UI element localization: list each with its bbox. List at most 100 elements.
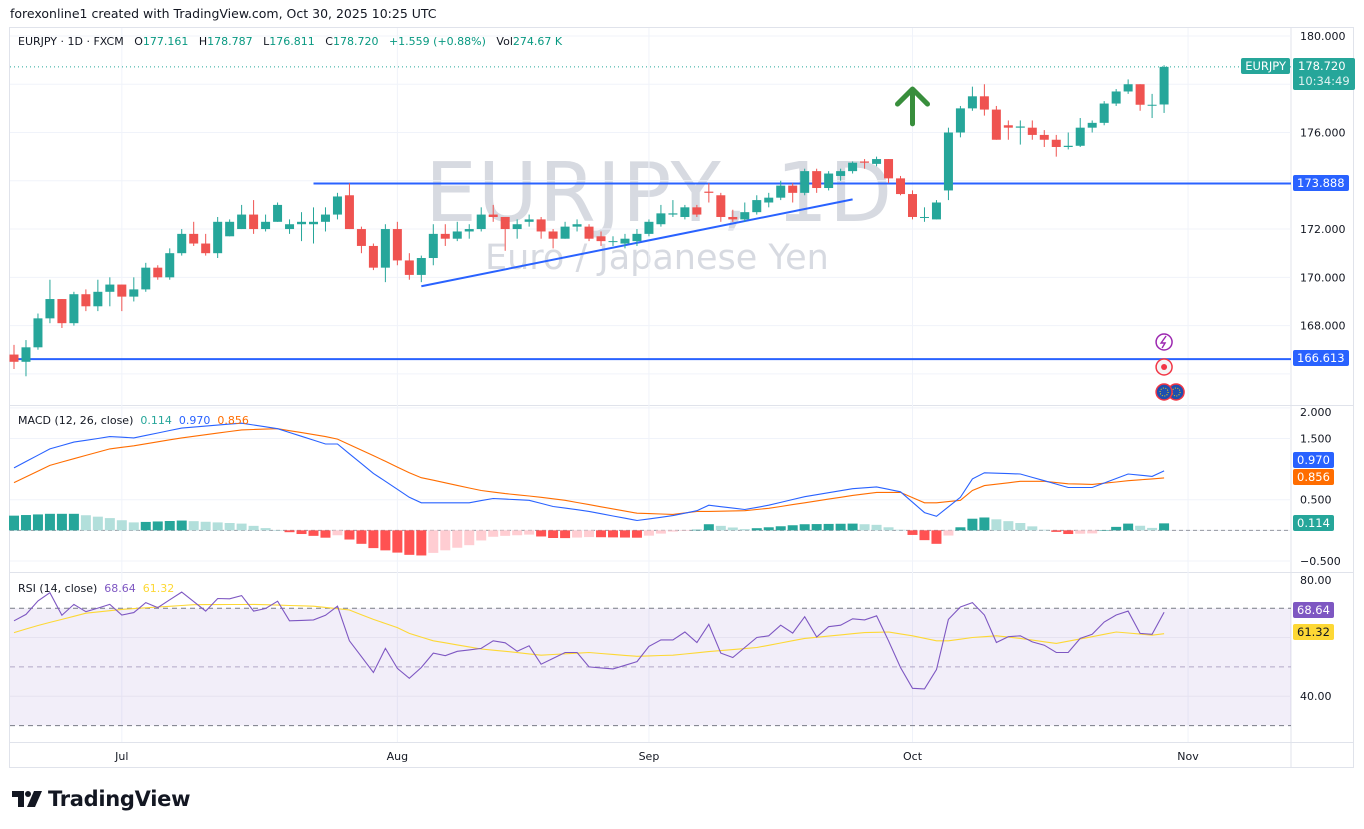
candle-body bbox=[548, 231, 558, 239]
low-value: 176.811 bbox=[269, 35, 315, 48]
eu-flag-icon[interactable] bbox=[1155, 383, 1173, 401]
candle-body bbox=[836, 171, 846, 176]
candle-body bbox=[812, 171, 822, 189]
candle-body bbox=[788, 185, 798, 193]
macd-histogram-bar bbox=[1075, 530, 1086, 534]
symbol-info[interactable]: EURJPY · 1D · FXCM bbox=[18, 35, 124, 48]
macd-histogram-bar bbox=[1003, 521, 1014, 531]
macd-histogram-bar bbox=[572, 530, 583, 538]
rsi-ma-badge: 61.32 bbox=[1293, 624, 1334, 640]
macd-histogram-bar bbox=[224, 522, 235, 531]
rsi-legend[interactable]: RSI (14, close) 68.64 61.32 bbox=[18, 582, 174, 595]
macd-histogram-bar bbox=[608, 530, 618, 538]
rsi-value: 68.64 bbox=[104, 582, 136, 595]
macd-histogram-bar bbox=[488, 530, 499, 537]
candle-body bbox=[1087, 122, 1097, 128]
candle-body bbox=[608, 241, 618, 243]
macd-histogram-bar bbox=[787, 525, 798, 531]
candle-body bbox=[1051, 139, 1061, 147]
macd-histogram-bar bbox=[536, 530, 547, 537]
tradingview-logo[interactable]: TradingView bbox=[12, 787, 190, 811]
candle-body bbox=[692, 207, 702, 215]
macd-axis-label: −0.500 bbox=[1300, 555, 1341, 568]
macd-histogram-bar bbox=[68, 513, 79, 531]
macd-histogram-bar bbox=[284, 530, 295, 533]
macd-histogram-bar bbox=[560, 530, 571, 539]
macd-histogram-bar bbox=[1147, 527, 1158, 531]
candle-body bbox=[153, 267, 163, 278]
macd-histogram-bar bbox=[344, 530, 355, 540]
candle-body bbox=[404, 260, 414, 275]
macd-histogram-bar bbox=[548, 530, 559, 539]
macd-histogram-bar bbox=[128, 522, 139, 531]
change-value: +1.559 (+0.88%) bbox=[388, 35, 486, 48]
macd-histogram-bar bbox=[643, 530, 654, 536]
macd-hist-badge: 0.114 bbox=[1293, 515, 1334, 531]
candle-body bbox=[704, 191, 714, 193]
macd-histogram-bar bbox=[1039, 529, 1050, 531]
candle-body bbox=[572, 224, 582, 227]
close-value: 178.720 bbox=[332, 35, 379, 48]
event-dot bbox=[1161, 364, 1168, 370]
lightning-icon[interactable] bbox=[1155, 333, 1173, 351]
candle-body bbox=[225, 221, 235, 237]
macd-histogram-bar bbox=[919, 530, 930, 541]
macd-histogram-bar bbox=[883, 527, 894, 531]
candle-body bbox=[476, 214, 486, 230]
macd-histogram-bar bbox=[236, 523, 247, 531]
macd-histogram-bar bbox=[584, 530, 595, 538]
candle-body bbox=[716, 195, 726, 217]
candle-body bbox=[908, 194, 917, 217]
open-value: 177.161 bbox=[142, 35, 189, 48]
candle-body bbox=[1111, 91, 1121, 104]
macd-legend[interactable]: MACD (12, 26, close) 0.114 0.970 0.856 bbox=[18, 414, 249, 427]
candle-body bbox=[189, 233, 199, 244]
macd-histogram-bar bbox=[1087, 530, 1098, 534]
open-label: O bbox=[134, 35, 143, 48]
macd-histogram-bar bbox=[847, 523, 858, 531]
candle-body bbox=[261, 221, 271, 230]
macd-histogram-bar bbox=[116, 520, 127, 531]
candle-body bbox=[69, 294, 79, 324]
macd-histogram-bar bbox=[152, 521, 163, 531]
candle-body bbox=[285, 224, 295, 230]
high-label: H bbox=[198, 35, 208, 48]
candle-body bbox=[1039, 134, 1049, 140]
macd-histogram-bar bbox=[907, 530, 918, 535]
macd-histogram-bar bbox=[655, 530, 666, 534]
watermark-subtitle: Euro / Japanese Yen bbox=[485, 238, 829, 278]
candle-body bbox=[776, 185, 786, 198]
close-label: C bbox=[325, 35, 333, 48]
macd-histogram-bar bbox=[715, 525, 726, 531]
macd-histogram-bar bbox=[1123, 523, 1134, 531]
price-axis-label: 176.000 bbox=[1300, 127, 1346, 140]
macd-histogram-bar bbox=[176, 520, 187, 531]
macd-histogram-bar bbox=[404, 530, 415, 555]
macd-badge: 0.970 bbox=[1293, 452, 1334, 468]
macd-histogram-bar bbox=[500, 530, 511, 536]
candle-body bbox=[344, 195, 354, 230]
rsi-badge: 68.64 bbox=[1293, 602, 1334, 618]
resistance-price-badge: 173.888 bbox=[1293, 175, 1349, 191]
macd-histogram-bar bbox=[440, 530, 451, 551]
macd-histogram-bar bbox=[619, 530, 630, 538]
symbol-badge: EURJPY bbox=[1241, 58, 1290, 74]
candle-body bbox=[860, 161, 870, 163]
macd-histogram-bar bbox=[739, 529, 750, 531]
macd-histogram-bar bbox=[679, 530, 690, 531]
candle-body bbox=[931, 202, 941, 220]
logo-text: TradingView bbox=[48, 787, 191, 811]
macd-histogram-bar bbox=[260, 528, 271, 531]
candle-body bbox=[1063, 145, 1073, 147]
candle-body bbox=[979, 96, 989, 110]
macd-histogram-bar bbox=[835, 523, 846, 531]
candle-body bbox=[117, 284, 127, 297]
candle-body bbox=[752, 200, 762, 213]
candle-body bbox=[584, 226, 594, 239]
candle-body bbox=[536, 219, 546, 232]
macd-histogram-bar bbox=[392, 530, 403, 553]
candle-body bbox=[452, 231, 462, 239]
macd-histogram-bar bbox=[871, 524, 882, 531]
candle-body bbox=[943, 132, 953, 191]
